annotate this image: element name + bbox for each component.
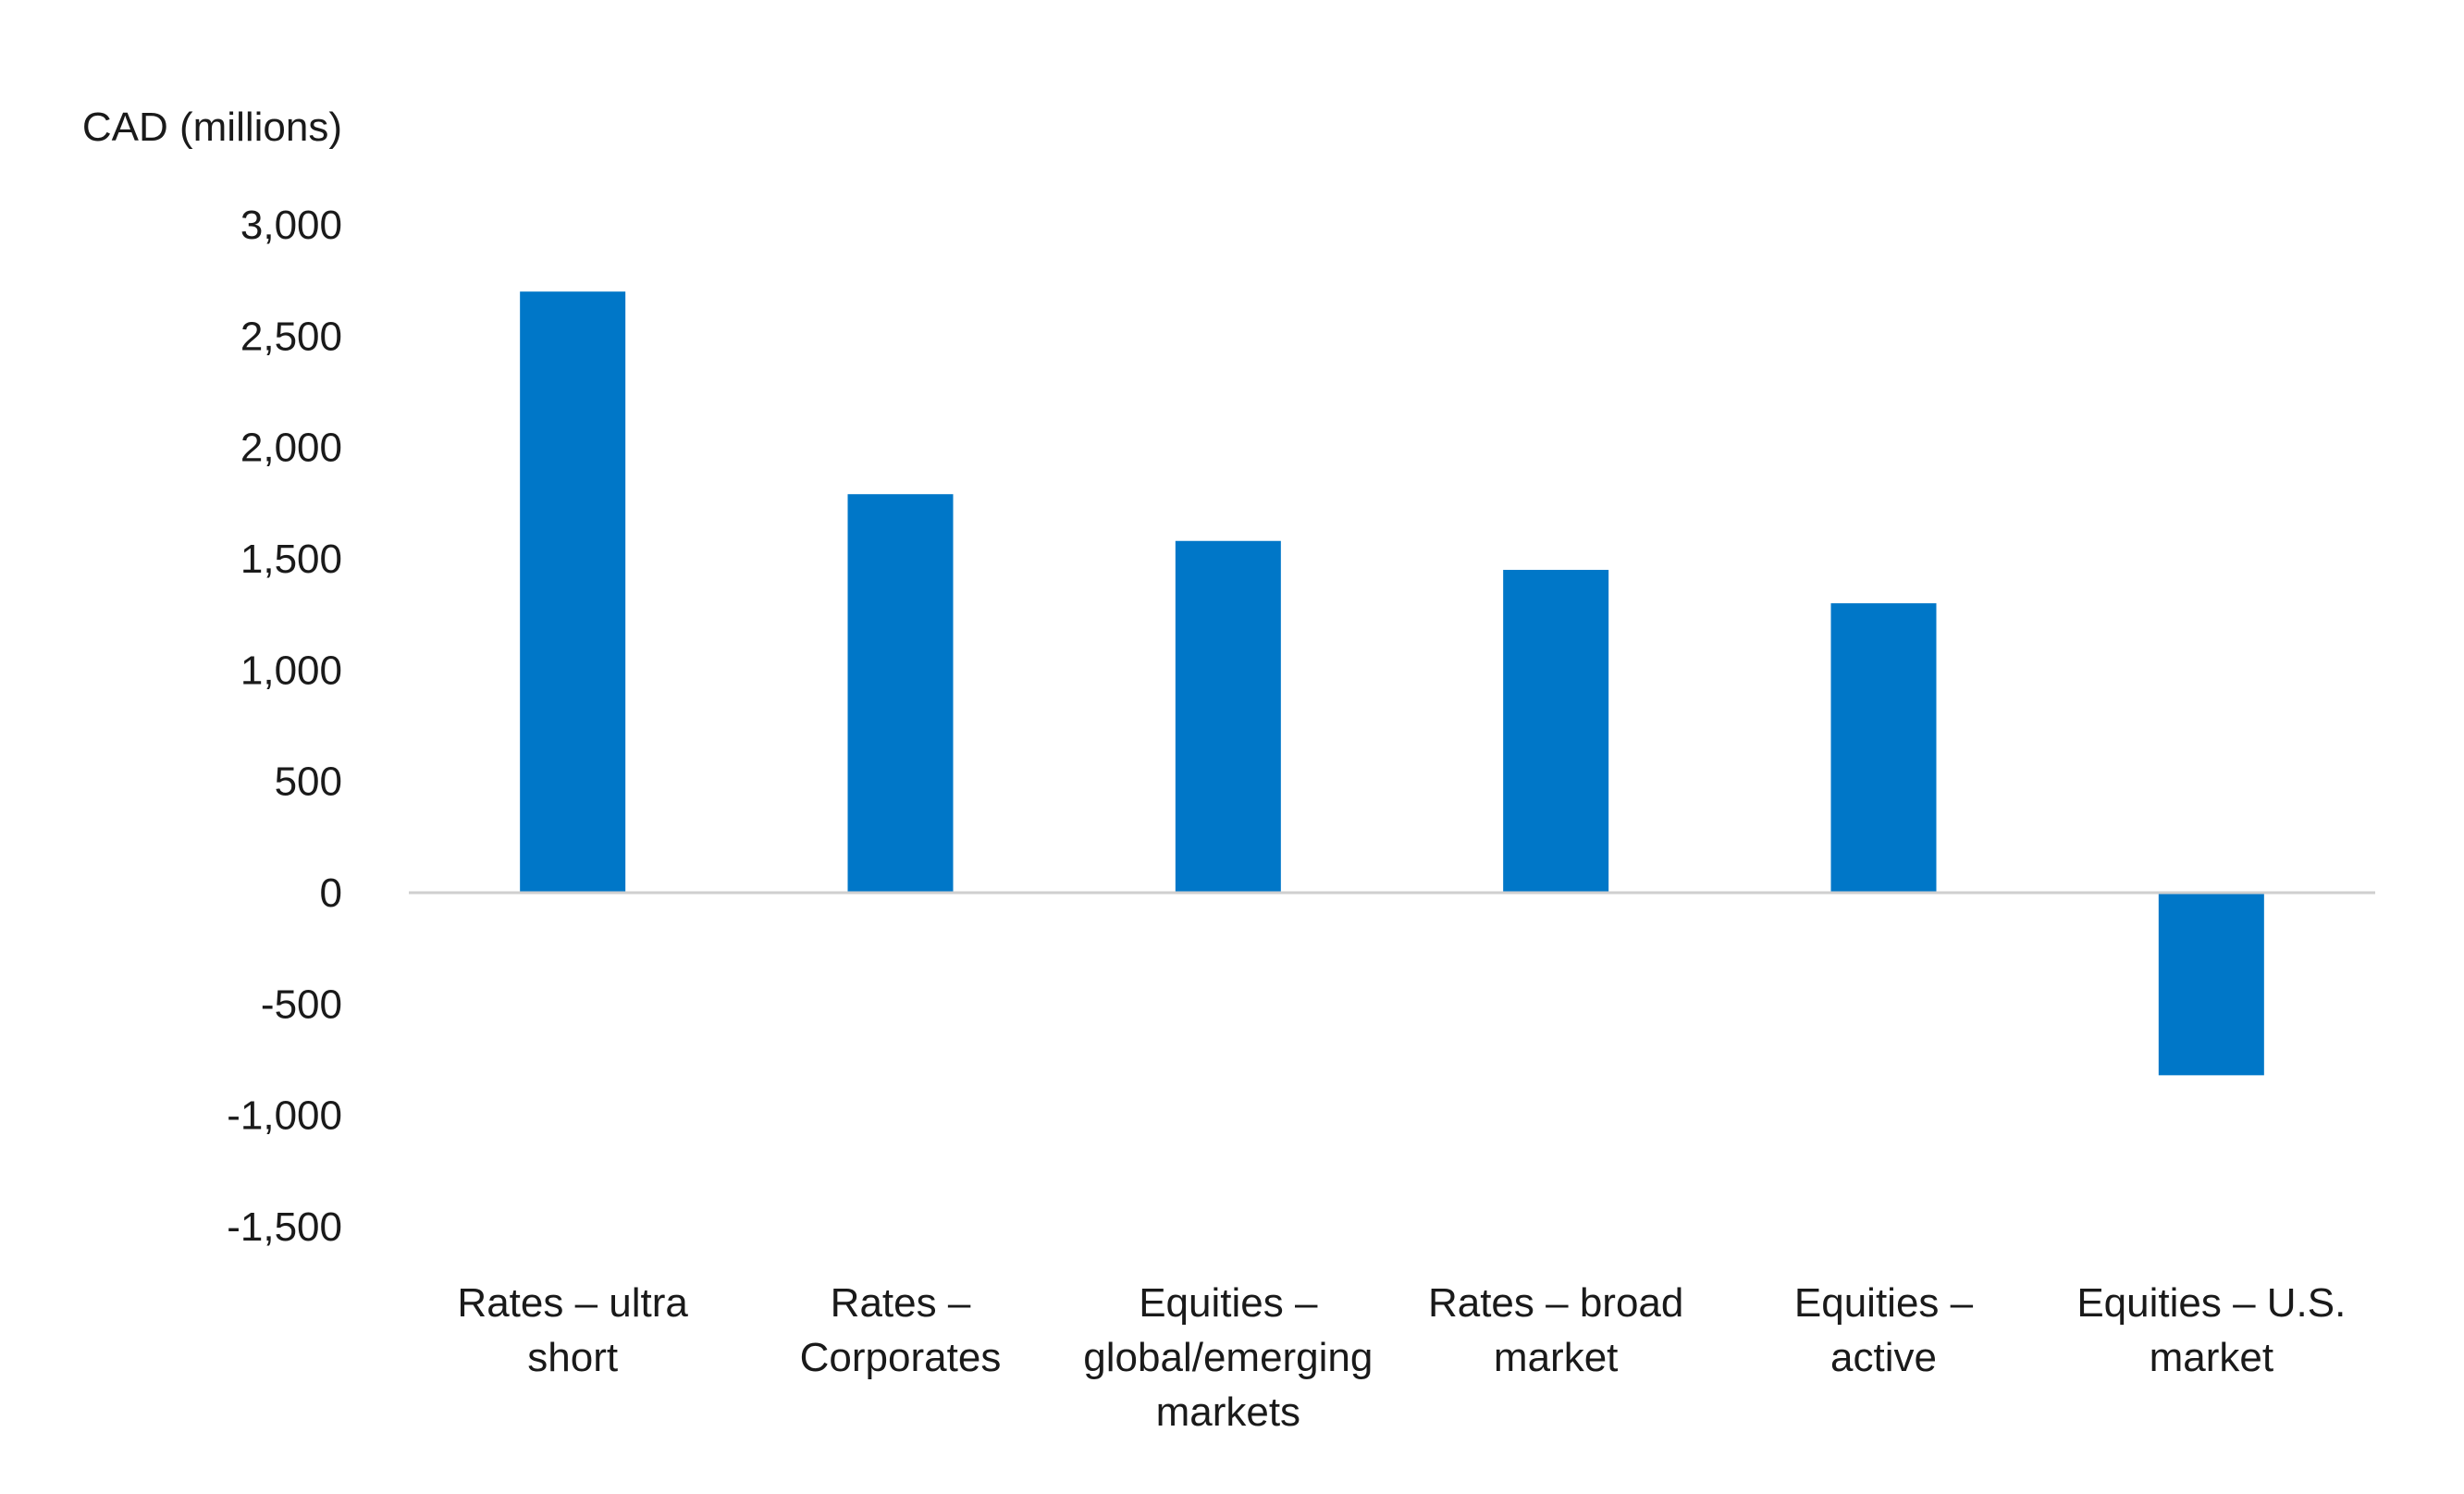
y-tick-label: 500 [275, 759, 342, 805]
bars [520, 291, 2264, 1076]
x-category-label: short [527, 1335, 618, 1380]
bar [1175, 540, 1281, 893]
y-tick-label: -1,000 [227, 1093, 342, 1139]
y-axis-ticks: 3,000 2,500 2,000 1,500 1,000 500 0 -500 -1,000 -… [227, 203, 342, 1250]
y-tick-label: 3,000 [240, 203, 342, 248]
bar [1503, 570, 1609, 893]
y-axis-unit-label: CAD (millions) [82, 105, 342, 150]
y-tick-label: 1,000 [240, 648, 342, 693]
x-category-label: active [1830, 1335, 1937, 1380]
x-category-label: Rates – ultra [457, 1280, 688, 1326]
y-tick-label: 0 [320, 870, 342, 916]
x-category-label: Rates – broad [1428, 1280, 1683, 1326]
y-tick-label: -1,500 [227, 1204, 342, 1250]
y-tick-label: 1,500 [240, 537, 342, 582]
x-category-label: Equities – [1794, 1280, 1974, 1326]
x-category-label: Equities – [1139, 1280, 1318, 1326]
y-tick-label: 2,500 [240, 314, 342, 359]
bar [1830, 603, 1937, 893]
bar [847, 494, 954, 893]
x-category-label: market [1494, 1335, 1618, 1380]
x-category-label: global/emerging [1083, 1335, 1373, 1380]
y-tick-label: -500 [261, 982, 342, 1027]
x-category-label: Equities – U.S. [2076, 1280, 2346, 1326]
bar [2158, 893, 2264, 1076]
x-category-label: markets [1156, 1389, 1300, 1435]
x-axis-category-labels: Rates – ultra short Rates – Corporates Equit… [457, 1280, 2346, 1435]
y-tick-label: 2,000 [240, 426, 342, 471]
x-category-label: market [2150, 1335, 2273, 1380]
bar [520, 291, 626, 893]
x-category-label: Rates – [831, 1280, 971, 1326]
x-category-label: Corporates [800, 1335, 1002, 1380]
